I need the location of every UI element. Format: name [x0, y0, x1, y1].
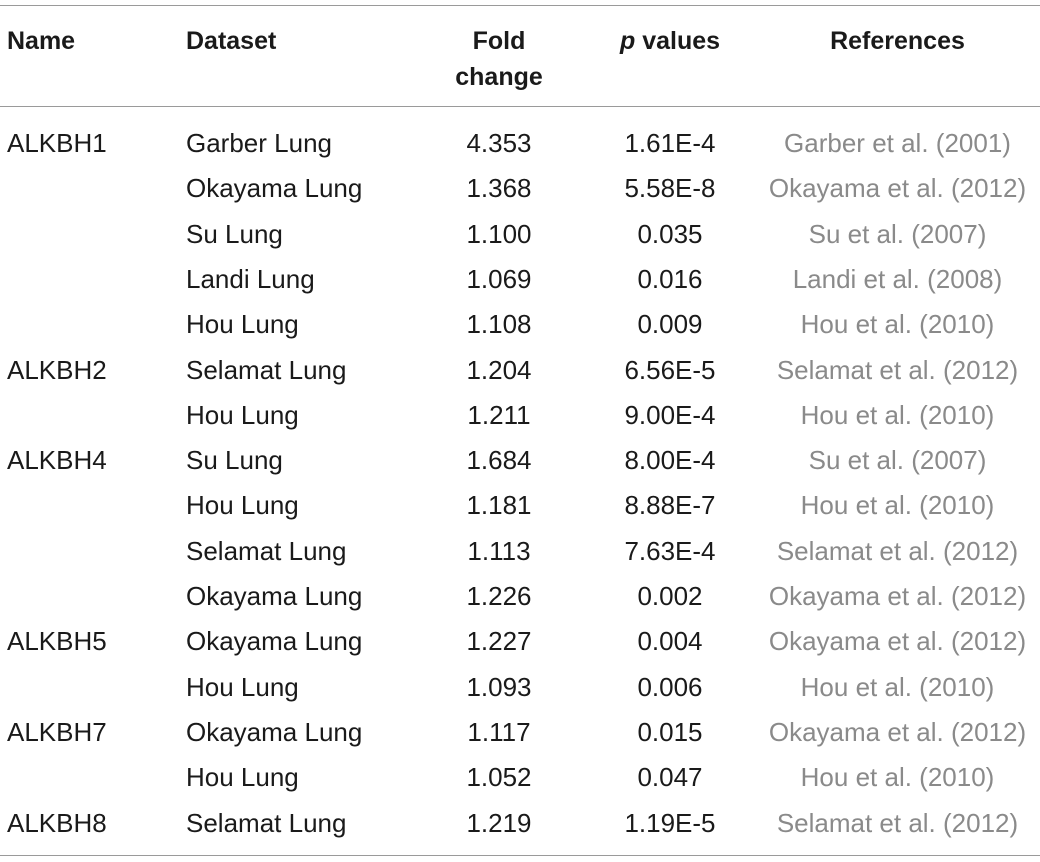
- cell-dataset: Okayama Lung: [186, 626, 363, 657]
- cell-fold-change: 1.219: [466, 807, 532, 838]
- table-row: Hou Lung 1.052 0.047 Hou et al. (2010): [0, 755, 1040, 800]
- table-row: ALKBH5 Okayama Lung 1.227 0.004 Okayama et a…: [0, 619, 1040, 664]
- cell-p-value: 5.58E-8: [624, 173, 716, 204]
- cell-name: ALKBH2: [7, 354, 107, 385]
- cell-p-value: 1.19E-5: [624, 807, 716, 838]
- cell-fold-change: 1.052: [466, 762, 532, 793]
- header-dataset: Dataset: [186, 27, 277, 55]
- table-row: Okayama Lung 1.368 5.58E-8 Okayama et al. (…: [0, 166, 1040, 211]
- cell-name: ALKBH5: [7, 626, 107, 657]
- cell-reference: Hou et al. (2010): [800, 309, 995, 340]
- cell-reference: Okayama et al. (2012): [768, 581, 1027, 611]
- table-bottom-rule: [0, 855, 1040, 856]
- cell-fold-change: 1.117: [467, 716, 531, 747]
- header-fold-change: Fold change: [420, 23, 578, 95]
- cell-p-value: 8.88E-7: [624, 490, 716, 521]
- cell-fold-change: 1.368: [466, 173, 532, 204]
- header-name: Name: [7, 27, 76, 55]
- cell-p-value: 6.56E-5: [624, 354, 716, 385]
- cell-reference: Okayama et al. (2012): [768, 716, 1027, 747]
- cell-fold-change: 1.113: [467, 535, 531, 566]
- cell-fold-change: 1.204: [466, 354, 532, 385]
- cell-reference: Okayama et al. (2012): [768, 626, 1027, 657]
- table-row: Okayama Lung 1.226 0.002 Okayama et al. (20…: [0, 574, 1040, 619]
- table-row: Su Lung 1.100 0.035 Su et al. (2007): [0, 212, 1040, 257]
- cell-dataset: Garber Lung: [186, 128, 332, 158]
- cell-dataset: Okayama Lung: [186, 581, 363, 611]
- table-row: Selamat Lung 1.113 7.63E-4 Selamat et al. (…: [0, 529, 1040, 574]
- cell-dataset: Hou Lung: [186, 399, 299, 430]
- header-p-values: p values: [590, 23, 750, 59]
- cell-dataset: Hou Lung: [186, 671, 299, 702]
- cell-fold-change: 1.181: [466, 490, 532, 521]
- cell-dataset: Landi Lung: [186, 263, 315, 294]
- cell-p-value: 0.004: [637, 626, 703, 657]
- table-row: ALKBH8 Selamat Lung 1.219 1.19E-5 Selamat et…: [0, 801, 1040, 846]
- cell-dataset: Okayama Lung: [186, 716, 363, 747]
- table-row: ALKBH1 Garber Lung 4.353 1.61E-4 Garber et a…: [0, 121, 1040, 166]
- cell-fold-change: 1.108: [466, 309, 532, 340]
- cell-p-value: 0.006: [637, 671, 703, 702]
- cell-dataset: Selamat Lung: [186, 535, 347, 566]
- table-row: Hou Lung 1.108 0.009 Hou et al. (2010): [0, 302, 1040, 347]
- cell-name: ALKBH4: [7, 445, 107, 476]
- cell-reference: Hou et al. (2010): [800, 671, 995, 702]
- cell-dataset: Selamat Lung: [186, 807, 347, 838]
- cell-fold-change: 1.093: [466, 671, 532, 702]
- table-row: Hou Lung 1.211 9.00E-4 Hou et al. (2010): [0, 393, 1040, 438]
- cell-fold-change: 1.100: [466, 218, 532, 249]
- cell-fold-change: 1.211: [467, 399, 531, 430]
- cell-reference: Selamat et al. (2012): [776, 354, 1019, 385]
- table-row: Landi Lung 1.069 0.016 Landi et al. (2008): [0, 257, 1040, 302]
- cell-fold-change: 1.684: [466, 445, 532, 476]
- cell-dataset: Hou Lung: [186, 762, 299, 793]
- cell-reference: Garber et al. (2001): [784, 128, 1011, 158]
- cell-name: ALKBH1: [7, 128, 107, 158]
- cell-fold-change: 1.227: [466, 626, 532, 657]
- cell-p-value: 7.63E-4: [624, 535, 716, 566]
- cell-reference: Okayama et al. (2012): [768, 173, 1027, 204]
- cell-reference: Hou et al. (2010): [800, 399, 995, 430]
- cell-reference: Hou et al. (2010): [800, 762, 995, 793]
- table-row: Hou Lung 1.181 8.88E-7 Hou et al. (2010): [0, 483, 1040, 528]
- cell-dataset: Hou Lung: [186, 309, 299, 340]
- cell-reference: Selamat et al. (2012): [776, 807, 1019, 838]
- cell-fold-change: 1.069: [466, 263, 532, 294]
- cell-fold-change: 1.226: [466, 581, 532, 611]
- cell-p-value: 0.016: [637, 263, 703, 294]
- cell-p-value: 0.002: [637, 581, 703, 611]
- cell-p-value: 0.015: [637, 716, 703, 747]
- cell-p-value: 8.00E-4: [624, 445, 716, 476]
- cell-dataset: Su Lung: [186, 218, 283, 249]
- cell-reference: Selamat et al. (2012): [776, 535, 1019, 566]
- table-row: ALKBH2 Selamat Lung 1.204 6.56E-5 Selamat et…: [0, 348, 1040, 393]
- cell-dataset: Okayama Lung: [186, 173, 363, 204]
- cell-reference: Landi et al. (2008): [792, 263, 1003, 294]
- table-row: ALKBH4 Su Lung 1.684 8.00E-4 Su et al. (2007…: [0, 438, 1040, 483]
- table-row: Hou Lung 1.093 0.006 Hou et al. (2010): [0, 665, 1040, 710]
- header-fold-line2: change: [455, 63, 543, 91]
- header-fold-line1: Fold: [472, 27, 526, 55]
- cell-dataset: Su Lung: [186, 445, 283, 476]
- table-top-rule: [0, 5, 1040, 6]
- cell-fold-change: 4.353: [466, 128, 532, 158]
- cell-dataset: Hou Lung: [186, 490, 299, 521]
- cell-p-value: 0.009: [637, 309, 703, 340]
- table-row: ALKBH7 Okayama Lung 1.117 0.015 Okayama et a…: [0, 710, 1040, 755]
- cell-name: ALKBH8: [7, 807, 107, 838]
- cell-name: ALKBH7: [7, 716, 107, 747]
- header-references: References: [830, 27, 965, 55]
- cell-p-value: 0.047: [637, 762, 703, 793]
- cell-dataset: Selamat Lung: [186, 354, 347, 385]
- cell-p-value: 0.035: [637, 218, 703, 249]
- cell-p-value: 9.00E-4: [624, 399, 716, 430]
- cell-reference: Hou et al. (2010): [800, 490, 995, 521]
- cell-reference: Su et al. (2007): [808, 445, 987, 476]
- header-p-italic: p: [619, 27, 636, 55]
- cell-p-value: 1.61E-4: [624, 128, 716, 158]
- header-p-rest: values: [635, 27, 721, 55]
- table-header-rule: [0, 106, 1040, 107]
- cell-reference: Su et al. (2007): [808, 218, 987, 249]
